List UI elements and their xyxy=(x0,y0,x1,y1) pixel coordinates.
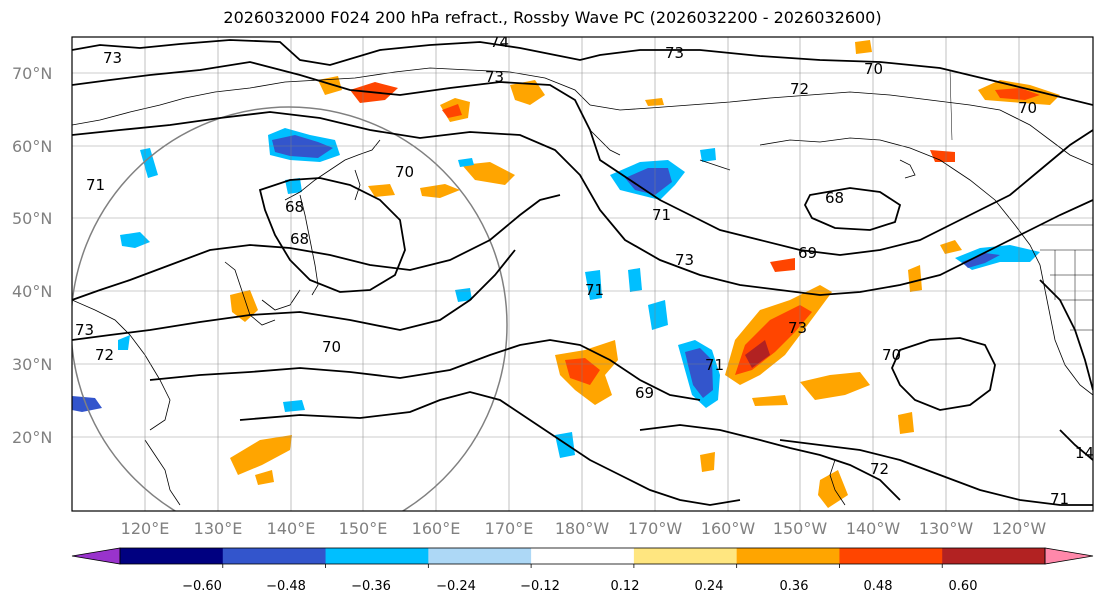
contour-label: 71 xyxy=(585,281,604,299)
colorbar-label: 0.48 xyxy=(864,579,893,594)
contour-label: 73 xyxy=(788,319,807,337)
contour-label: 14 xyxy=(1075,444,1094,462)
colorbar-swatch xyxy=(531,548,635,564)
colorbar-label: 0.60 xyxy=(949,579,978,594)
colorbar-label: −0.12 xyxy=(520,579,560,594)
colorbar-swatch xyxy=(120,548,224,564)
lon-label: 150°E xyxy=(339,519,388,538)
colorbar-swatch xyxy=(839,548,943,564)
refractivity-contours xyxy=(72,39,1093,506)
contour-label: 73 xyxy=(103,49,122,67)
contour-label: 71 xyxy=(1050,490,1069,508)
contour-label: 69 xyxy=(798,244,817,262)
colorbar-swatch xyxy=(71,547,121,565)
contour-label: 72 xyxy=(870,460,889,478)
political-borders xyxy=(949,69,1093,331)
graticule xyxy=(72,37,1093,511)
contour-label: 70 xyxy=(395,163,414,181)
contour-label: 68 xyxy=(285,198,304,216)
negative-anomaly-shading xyxy=(72,128,1040,458)
contour-label: 71 xyxy=(705,356,724,374)
colorbar-frame xyxy=(119,547,1046,565)
longitude-labels: 120°E 130°E 140°E 150°E 160°E 170°E 180°… xyxy=(121,519,1047,538)
lon-label: 140°E xyxy=(267,519,316,538)
lat-label: 30°N xyxy=(12,355,52,374)
colorbar-label: −0.60 xyxy=(182,579,222,594)
positive-anomaly-shading xyxy=(230,40,1060,508)
lon-label: 120°W xyxy=(992,519,1047,538)
colorbar-label: −0.24 xyxy=(436,579,476,594)
radius-circle xyxy=(72,106,508,511)
contour-label: 70 xyxy=(322,338,341,356)
contour-label: 73 xyxy=(485,68,504,86)
contour-label: 69 xyxy=(635,384,654,402)
contour-label: 72 xyxy=(790,80,809,98)
contour-label: 74 xyxy=(490,33,509,51)
lon-label: 140°W xyxy=(846,519,901,538)
colorbar xyxy=(71,547,1094,568)
colorbar-label: 0.24 xyxy=(695,579,724,594)
contour-label: 71 xyxy=(86,176,105,194)
lon-label: 170°E xyxy=(485,519,534,538)
colorbar-swatch xyxy=(428,548,532,564)
lon-label: 130°W xyxy=(919,519,974,538)
lon-label: 160°W xyxy=(701,519,756,538)
coastlines xyxy=(72,67,1093,506)
lon-label: 170°W xyxy=(628,519,683,538)
colorbar-label: 0.12 xyxy=(611,579,640,594)
lon-label: 180°W xyxy=(555,519,610,538)
map-title: 2026032000 F024 200 hPa refract., Rossby… xyxy=(223,8,882,27)
colorbar-label: −0.48 xyxy=(266,579,306,594)
contour-label: 73 xyxy=(665,44,684,62)
lat-label: 40°N xyxy=(12,282,52,301)
colorbar-label: −0.36 xyxy=(351,579,391,594)
contour-label: 73 xyxy=(75,321,94,339)
lat-label: 20°N xyxy=(12,428,52,447)
contour-label: 71 xyxy=(652,206,671,224)
lat-label: 60°N xyxy=(12,137,52,156)
colorbar-label: 0.36 xyxy=(780,579,809,594)
colorbar-swatch xyxy=(942,548,1046,564)
contour-label: 72 xyxy=(95,346,114,364)
lon-label: 150°W xyxy=(773,519,828,538)
lat-label: 50°N xyxy=(12,209,52,228)
lat-label: 70°N xyxy=(12,64,52,83)
contour-label: 70 xyxy=(882,346,901,364)
contour-label: 70 xyxy=(1018,99,1037,117)
lon-label: 120°E xyxy=(121,519,170,538)
contour-label: 68 xyxy=(290,230,309,248)
colorbar-swatch xyxy=(633,548,738,564)
contour-label: 70 xyxy=(864,60,883,78)
colorbar-swatch xyxy=(325,548,429,564)
colorbar-swatch xyxy=(736,548,840,564)
lon-label: 160°E xyxy=(412,519,461,538)
colorbar-swatch xyxy=(222,548,327,564)
colorbar-swatch xyxy=(1044,547,1094,565)
contour-labels: 73 74 73 73 72 70 70 68 68 71 73 69 70 7… xyxy=(75,33,1094,508)
latitude-labels: 70°N 60°N 50°N 40°N 30°N 20°N xyxy=(12,64,52,447)
lon-label: 130°E xyxy=(194,519,243,538)
colorbar-labels: −0.60 −0.48 −0.36 −0.24 −0.12 0.12 0.24 … xyxy=(182,579,977,594)
map-frame xyxy=(71,36,1094,512)
map-area: 73 74 73 73 72 70 70 68 68 71 73 69 70 7… xyxy=(72,33,1094,511)
contour-label: 68 xyxy=(825,189,844,207)
contour-label: 73 xyxy=(675,251,694,269)
